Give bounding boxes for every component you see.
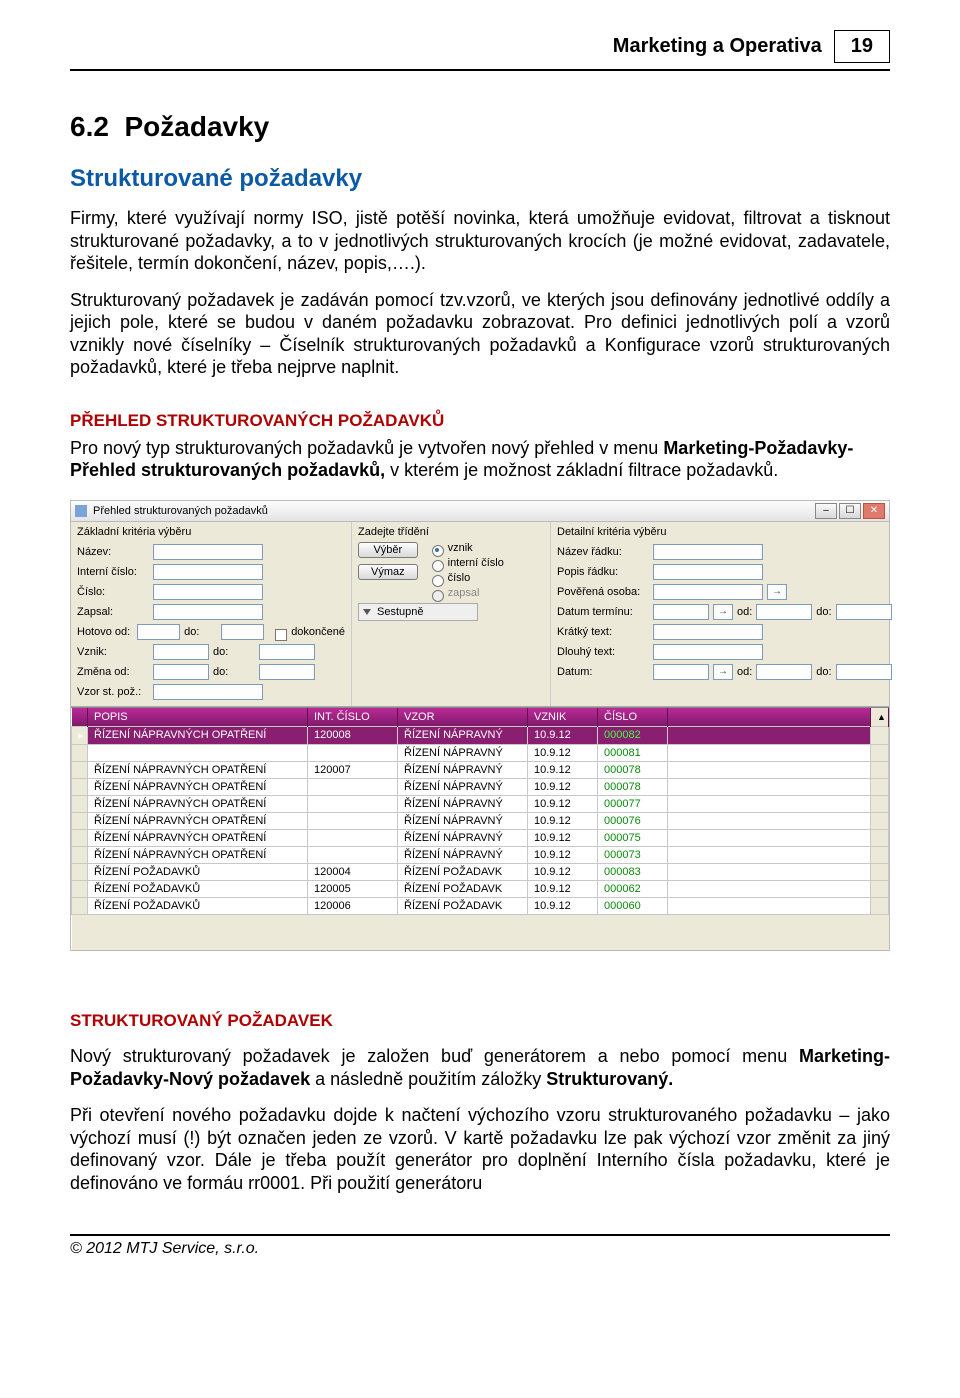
col1-head: Základní kritéria výběru <box>77 526 345 542</box>
lbl-det-termin: Datum termínu: <box>557 606 649 618</box>
input-det-termin-do[interactable] <box>836 604 892 620</box>
maximize-button[interactable]: ☐ <box>839 503 861 519</box>
chevron-down-icon <box>363 609 371 615</box>
section-heading: 6.2 Požadavky <box>70 111 890 143</box>
input-det-datum[interactable] <box>653 664 709 680</box>
lbl-interni: Interní číslo: <box>77 566 149 578</box>
input-hotovo-od[interactable] <box>137 624 181 640</box>
btn-vymaz[interactable]: Výmaz <box>358 564 418 580</box>
lbl-od2: od: <box>737 606 752 618</box>
lbl-od3: od: <box>737 666 752 678</box>
input-nazev[interactable] <box>153 544 263 560</box>
col-header[interactable]: VZOR <box>398 708 528 727</box>
input-det-nazev[interactable] <box>653 544 763 560</box>
input-det-popis[interactable] <box>653 564 763 580</box>
input-vznik-od[interactable] <box>153 644 209 660</box>
input-det-kratky[interactable] <box>653 624 763 640</box>
col2-head: Zadejte třídění <box>358 526 544 542</box>
input-zmena-od[interactable] <box>153 664 209 680</box>
table-row[interactable]: ŘÍZENÍ NÁPRAVNÝ10.9.12000081 <box>72 744 889 761</box>
table-row[interactable]: ŘÍZENÍ NÁPRAVNÝCH OPATŘENÍŘÍZENÍ NÁPRAVN… <box>72 846 889 863</box>
input-det-dlouhy[interactable] <box>653 644 763 660</box>
lbl-det-kratky: Krátký text: <box>557 626 649 638</box>
input-hotovo-do[interactable] <box>221 624 265 640</box>
paragraph-intro-1: Firmy, které využívají normy ISO, jistě … <box>70 207 890 275</box>
lbl-hotovo-od: Hotovo od: <box>77 626 133 638</box>
paragraph-prehled: Pro nový typ strukturovaných požadavků j… <box>70 437 890 482</box>
col-header[interactable]: VZNIK <box>528 708 598 727</box>
input-det-termin-od[interactable] <box>756 604 812 620</box>
radio-cislo[interactable]: číslo <box>432 572 504 584</box>
window-prehled: Přehled strukturovaných požadavků – ☐ ✕ … <box>70 500 890 952</box>
radio-zapsal[interactable]: zapsal <box>432 587 504 599</box>
col-header[interactable]: INT. ČÍSLO <box>308 708 398 727</box>
input-det-datum-od[interactable] <box>756 664 812 680</box>
paragraph-struk-1: Nový strukturovaný požadavek je založen … <box>70 1045 890 1090</box>
table-row[interactable]: ŘÍZENÍ NÁPRAVNÝCH OPATŘENÍ120007ŘÍZENÍ N… <box>72 761 889 778</box>
lbl-do1: do: <box>184 626 216 638</box>
arrow-termin[interactable]: → <box>713 604 733 620</box>
header-title: Marketing a Operativa <box>613 35 822 58</box>
input-zmena-do[interactable] <box>259 664 315 680</box>
lbl-zapsal: Zapsal: <box>77 606 149 618</box>
input-det-termin[interactable] <box>653 604 709 620</box>
table-row[interactable]: ŘÍZENÍ NÁPRAVNÝCH OPATŘENÍŘÍZENÍ NÁPRAVN… <box>72 795 889 812</box>
lbl-do2: do: <box>213 646 255 658</box>
lbl-do3: do: <box>213 666 255 678</box>
input-vznik-do[interactable] <box>259 644 315 660</box>
lbl-vzor-st: Vzor st. pož.: <box>77 686 149 698</box>
lbl-det-osoba: Pověřená osoba: <box>557 586 649 598</box>
results-grid[interactable]: POPISINT. ČÍSLOVZORVZNIKČÍSLO▲▸ŘÍZENÍ NÁ… <box>71 707 889 951</box>
col-header[interactable]: ČÍSLO <box>598 708 668 727</box>
col-header[interactable]: POPIS <box>88 708 308 727</box>
window-title: Přehled strukturovaných požadavků <box>93 505 268 517</box>
table-row[interactable]: ŘÍZENÍ POŽADAVKŮ120004ŘÍZENÍ POŽADAVK10.… <box>72 863 889 880</box>
col3-head: Detailní kritéria výběru <box>557 526 892 542</box>
footer-copyright: © 2012 MTJ Service, s.r.o. <box>70 1234 890 1258</box>
lbl-cislo: Číslo: <box>77 586 149 598</box>
lbl-zmena-od: Změna od: <box>77 666 149 678</box>
app-icon <box>75 505 87 517</box>
input-det-datum-do[interactable] <box>836 664 892 680</box>
lbl-det-popis: Popis řádku: <box>557 566 649 578</box>
radio-interni[interactable]: interní číslo <box>432 557 504 569</box>
lbl-do4: do: <box>816 606 831 618</box>
page-number: 19 <box>834 30 890 63</box>
lbl-do5: do: <box>816 666 831 678</box>
input-det-osoba[interactable] <box>653 584 763 600</box>
input-cislo[interactable] <box>153 584 263 600</box>
sort-box[interactable]: Sestupně <box>358 603 478 621</box>
heading-prehled: PŘEHLED STRUKTUROVANÝCH POŽADAVKŮ <box>70 411 890 431</box>
chk-dokoncene[interactable]: dokončené <box>275 626 345 638</box>
close-button[interactable]: ✕ <box>863 503 885 519</box>
input-vzor-st[interactable] <box>153 684 263 700</box>
arrow-osoba[interactable]: → <box>767 584 787 600</box>
lbl-nazev: Název: <box>77 546 149 558</box>
input-zapsal[interactable] <box>153 604 263 620</box>
table-row[interactable]: ŘÍZENÍ NÁPRAVNÝCH OPATŘENÍŘÍZENÍ NÁPRAVN… <box>72 778 889 795</box>
paragraph-struk-2: Při otevření nového požadavku dojde k na… <box>70 1104 890 1194</box>
radio-vznik[interactable]: vznik <box>432 542 504 554</box>
paragraph-intro-2: Strukturovaný požadavek je zadáván pomoc… <box>70 289 890 379</box>
table-row[interactable]: ▸ŘÍZENÍ NÁPRAVNÝCH OPATŘENÍ120008ŘÍZENÍ … <box>72 726 889 744</box>
btn-vyber[interactable]: Výběr <box>358 542 418 558</box>
input-interni[interactable] <box>153 564 263 580</box>
arrow-datum[interactable]: → <box>713 664 733 680</box>
heading-strukturovany: STRUKTUROVANÝ POŽADAVEK <box>70 1011 890 1031</box>
lbl-det-nazev: Název řádku: <box>557 546 649 558</box>
lbl-det-dlouhy: Dlouhý text: <box>557 646 649 658</box>
table-row[interactable]: ŘÍZENÍ POŽADAVKŮ120006ŘÍZENÍ POŽADAVK10.… <box>72 897 889 914</box>
table-row[interactable]: ŘÍZENÍ NÁPRAVNÝCH OPATŘENÍŘÍZENÍ NÁPRAVN… <box>72 829 889 846</box>
lbl-vznik: Vznik: <box>77 646 149 658</box>
table-row[interactable]: ŘÍZENÍ NÁPRAVNÝCH OPATŘENÍŘÍZENÍ NÁPRAVN… <box>72 812 889 829</box>
subheading-strukturovane: Strukturované požadavky <box>70 165 890 193</box>
lbl-det-datum: Datum: <box>557 666 649 678</box>
minimize-button[interactable]: – <box>815 503 837 519</box>
table-row[interactable]: ŘÍZENÍ POŽADAVKŮ120005ŘÍZENÍ POŽADAVK10.… <box>72 880 889 897</box>
